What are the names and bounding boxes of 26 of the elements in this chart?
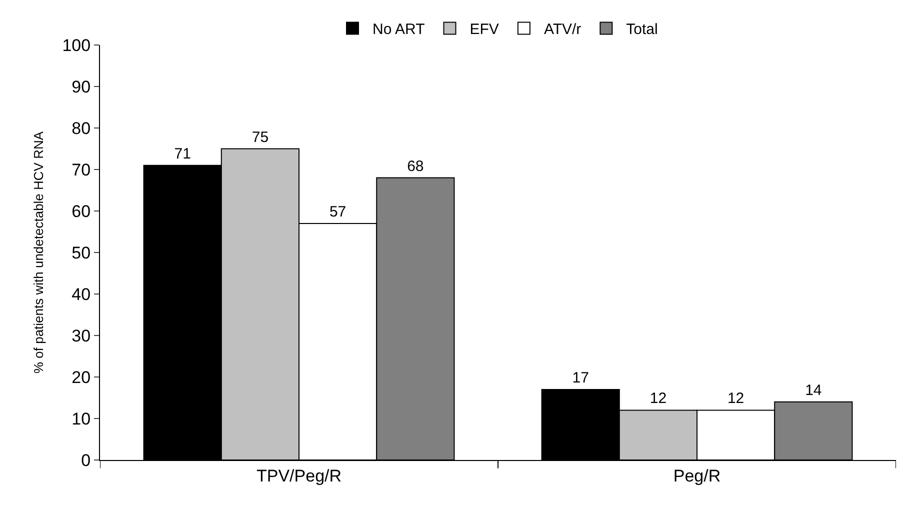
legend-label: ATV/r xyxy=(544,21,582,38)
legend-label: Total xyxy=(626,21,658,38)
data-label: 12 xyxy=(727,390,744,408)
y-tick-label: 50 xyxy=(72,243,91,262)
y-tick-label: 40 xyxy=(72,284,91,304)
y-axis-title: % of patients with undetectable HCV RNA xyxy=(31,131,46,374)
legend-label: EFV xyxy=(470,21,499,38)
data-label: 57 xyxy=(329,203,346,220)
x-tick-label: Peg/R xyxy=(673,466,721,486)
data-label: 75 xyxy=(252,128,269,146)
data-label: 12 xyxy=(650,390,667,408)
data-label: 68 xyxy=(407,158,424,175)
y-tick-label: 80 xyxy=(72,118,91,138)
data-label: 17 xyxy=(572,369,589,386)
y-tick-label: 0 xyxy=(81,450,91,470)
y-tick-label: 90 xyxy=(72,77,91,96)
y-tick-label: 60 xyxy=(72,202,91,221)
y-tick-label: 30 xyxy=(72,326,91,346)
y-tick-label: 20 xyxy=(72,368,91,387)
y-tick-label: 70 xyxy=(72,160,91,180)
x-tick-label: TPV/Peg/R xyxy=(256,466,342,486)
y-tick-label: 100 xyxy=(62,36,91,55)
legend-label: No ART xyxy=(372,21,425,38)
y-tick-label: 10 xyxy=(72,409,91,428)
data-label: 14 xyxy=(805,382,822,399)
data-label: 71 xyxy=(174,145,191,162)
